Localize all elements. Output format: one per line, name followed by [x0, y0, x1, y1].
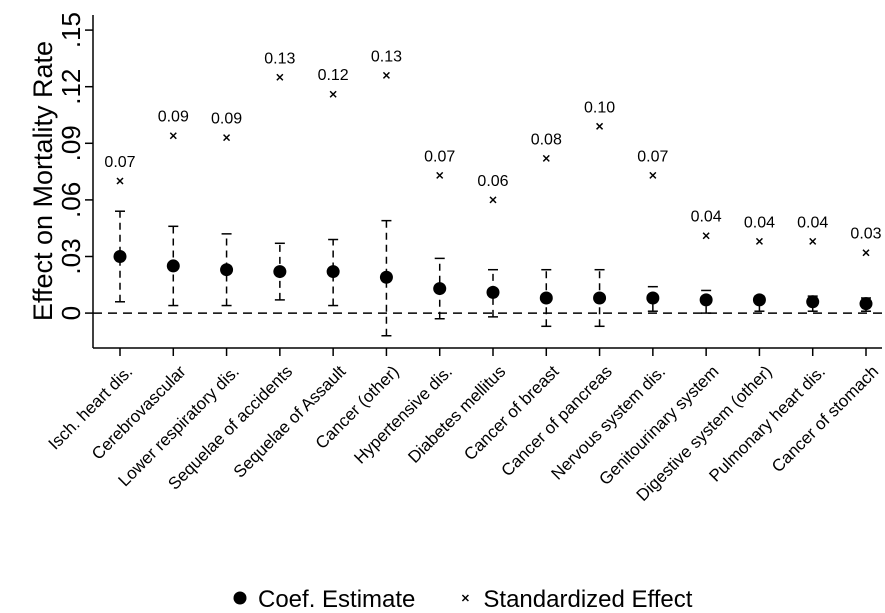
- legend-marker: [461, 594, 469, 602]
- point: [329, 90, 337, 98]
- point: [752, 293, 766, 307]
- point: [436, 171, 444, 179]
- point: [166, 259, 180, 273]
- legend-label: Standardized Effect: [483, 586, 692, 613]
- point: [113, 249, 127, 263]
- point: [596, 122, 604, 130]
- point: [859, 297, 873, 311]
- data-label: 0.07: [104, 154, 135, 171]
- data-label: 0.04: [691, 209, 722, 226]
- point: [539, 291, 553, 305]
- legend-label: Coef. Estimate: [258, 586, 415, 613]
- x-tick-label: Hypertensive dis.: [350, 362, 456, 468]
- point: [489, 196, 497, 204]
- y-tick-label: .09: [56, 125, 86, 161]
- y-tick-label: .06: [56, 182, 86, 218]
- point: [116, 177, 124, 185]
- legend-marker: [233, 591, 247, 605]
- point: [169, 132, 177, 140]
- point: [699, 293, 713, 307]
- point: [702, 232, 710, 240]
- point: [755, 237, 763, 245]
- point: [220, 263, 234, 277]
- data-label: 0.09: [158, 109, 189, 126]
- y-tick-label: .15: [56, 12, 86, 48]
- point: [382, 71, 390, 79]
- point: [806, 295, 820, 309]
- data-label: 0.07: [637, 148, 668, 165]
- point: [273, 265, 287, 279]
- data-label: 0.12: [318, 67, 349, 84]
- point: [379, 270, 393, 284]
- x-tick-label: Cancer of breast: [460, 362, 562, 464]
- data-label: 0.04: [797, 214, 828, 231]
- y-tick-label: 0: [56, 306, 86, 320]
- point: [276, 73, 284, 81]
- point: [486, 285, 500, 299]
- data-label: 0.07: [424, 148, 455, 165]
- point: [862, 249, 870, 257]
- data-label: 0.08: [531, 131, 562, 148]
- point: [646, 291, 660, 305]
- data-label: 0.09: [211, 111, 242, 128]
- data-label: 0.04: [744, 214, 775, 231]
- x-tick-label: Cerebrovascular: [88, 362, 190, 464]
- x-tick-label: Diabetes mellitus: [404, 362, 509, 467]
- point: [809, 237, 817, 245]
- y-tick-label: .12: [56, 69, 86, 105]
- point: [326, 265, 340, 279]
- data-label: 0.13: [264, 50, 295, 67]
- point: [433, 282, 447, 296]
- data-label: 0.03: [850, 226, 881, 243]
- data-label: 0.10: [584, 99, 615, 116]
- y-tick-label: .03: [56, 238, 86, 274]
- y-axis-title: Effect on Mortality Rate: [28, 41, 58, 321]
- point: [649, 171, 657, 179]
- point: [593, 291, 607, 305]
- data-label: 0.13: [371, 48, 402, 65]
- point: [542, 154, 550, 162]
- point: [223, 134, 231, 142]
- data-label: 0.06: [477, 173, 508, 190]
